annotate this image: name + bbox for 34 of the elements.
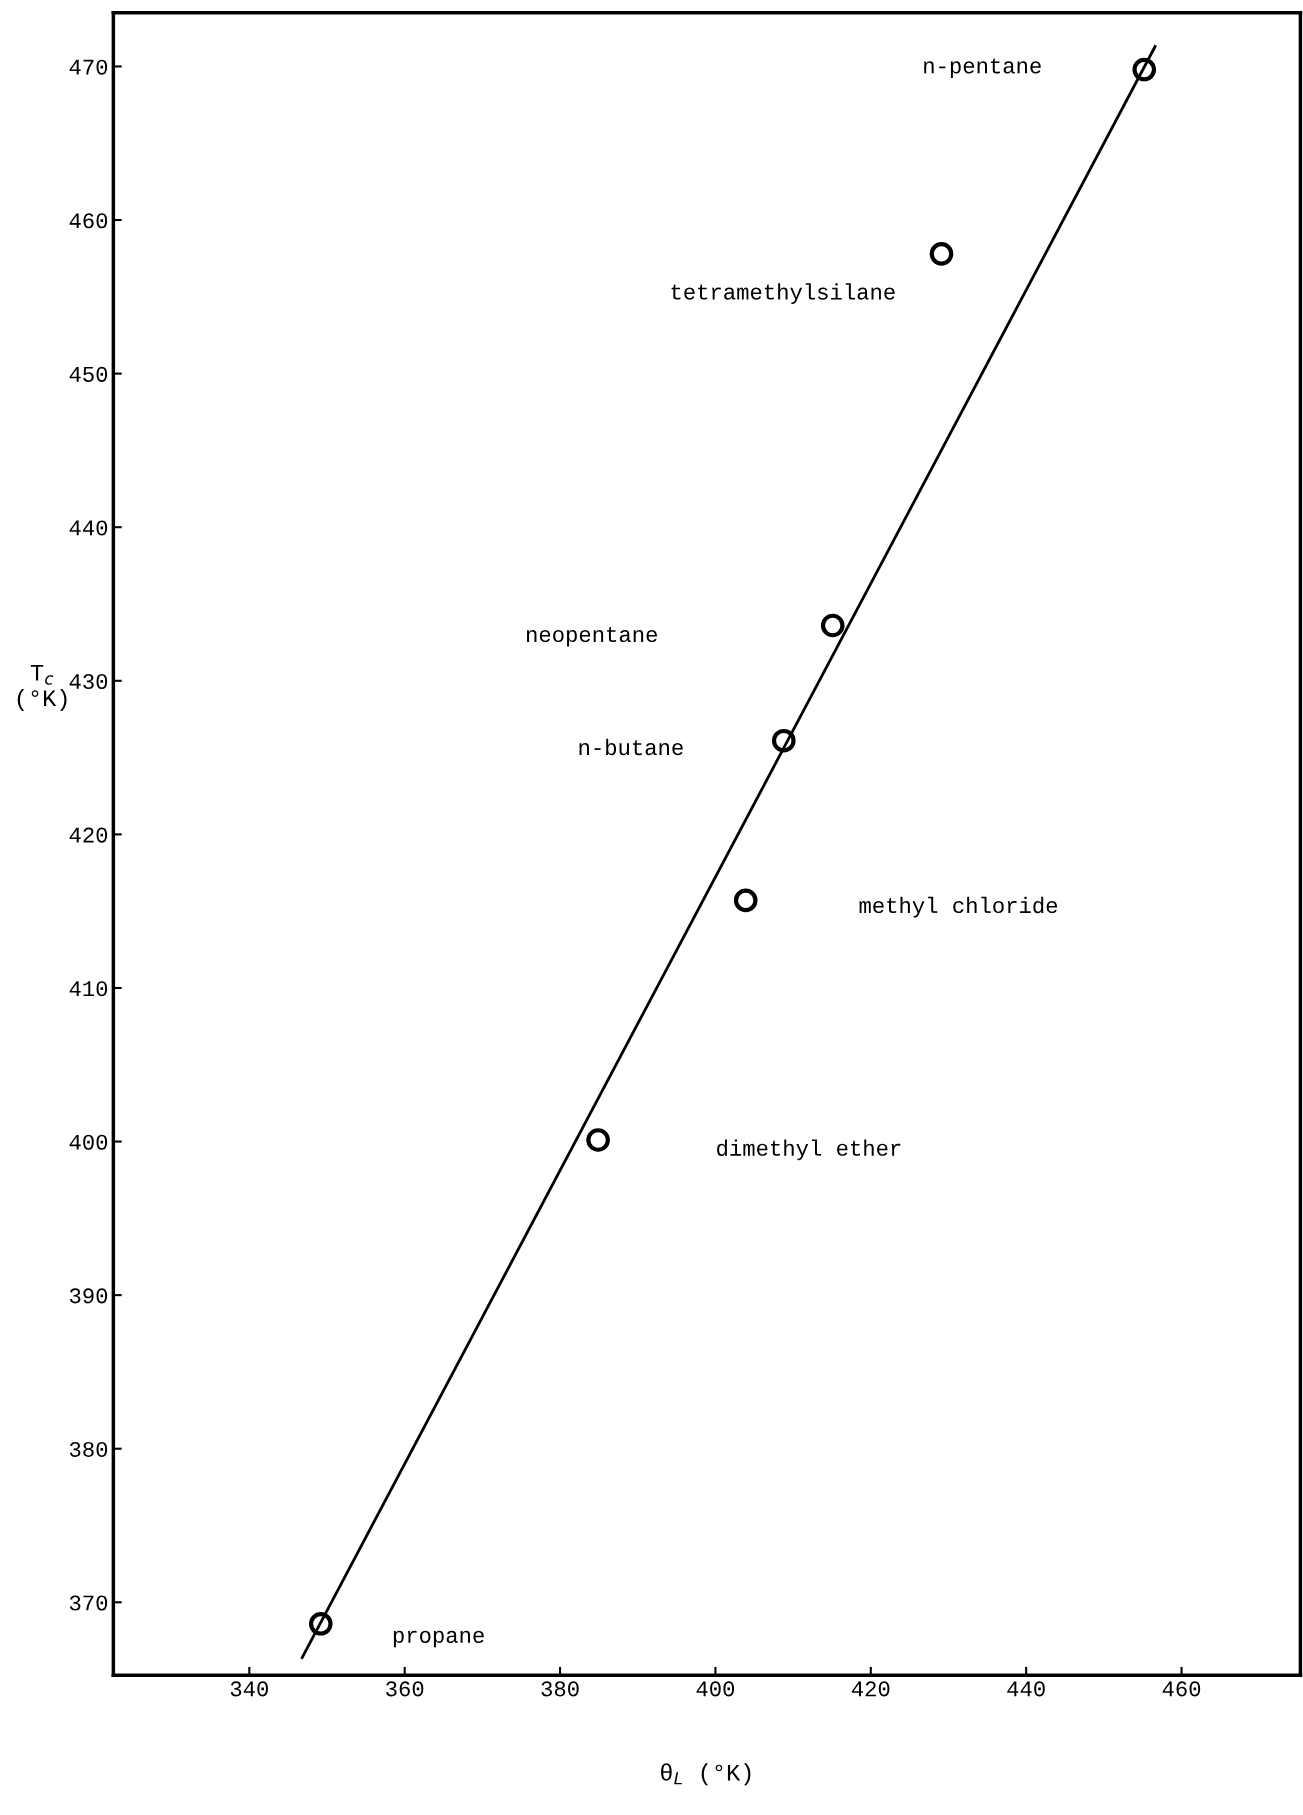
- x-tick-label: 380: [541, 1681, 579, 1697]
- y-tick-label: 410: [69, 981, 108, 997]
- annotation: neopentane: [526, 627, 657, 647]
- annotation: propane: [393, 1630, 484, 1648]
- y-tick-label: 370: [69, 1595, 108, 1611]
- y-tick-label: 380: [69, 1441, 108, 1457]
- x-tick-label: 420: [851, 1681, 890, 1697]
- y-tick-label: 470: [69, 59, 108, 75]
- y-tick-label: 450: [69, 366, 108, 382]
- y-tick-label: 390: [69, 1288, 108, 1304]
- x-axis-title: θ$_{L}$ (°K): [661, 1763, 751, 1786]
- annotation: n-butane: [579, 738, 683, 756]
- point: [1132, 57, 1157, 82]
- y-tick-label: 440: [69, 520, 108, 536]
- x-tick-label: 340: [230, 1681, 268, 1697]
- x-tick-label: 460: [1162, 1681, 1201, 1697]
- annotation: methyl chloride: [859, 896, 1058, 918]
- x-tick-label: 440: [1007, 1681, 1045, 1697]
- point: [929, 242, 954, 266]
- point: [308, 1611, 333, 1636]
- y-tick-label: 400: [69, 1134, 108, 1150]
- x-tick-label: 400: [696, 1681, 735, 1697]
- annotation: n-pentane: [924, 58, 1041, 78]
- annotation: tetramethylsilane: [671, 283, 895, 305]
- y-axis-title: T$_{c}$ (°K): [17, 665, 67, 711]
- y-tick-label: 460: [69, 213, 108, 229]
- y-tick-label: 430: [69, 673, 108, 690]
- x-tick-label: 360: [386, 1681, 424, 1697]
- point: [733, 888, 758, 913]
- point: [820, 613, 845, 638]
- y-tick-label: 420: [69, 827, 108, 843]
- point: [586, 1128, 610, 1152]
- annotation: dimethyl ether: [717, 1139, 901, 1161]
- point: [771, 728, 796, 753]
